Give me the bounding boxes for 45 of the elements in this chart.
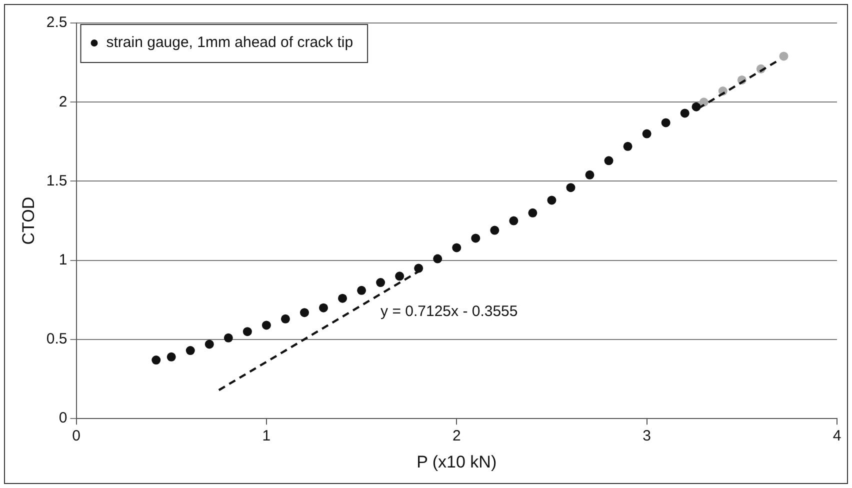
point bbox=[623, 142, 632, 151]
y-tick-label: 0 bbox=[58, 410, 68, 427]
point bbox=[547, 196, 556, 205]
point bbox=[680, 108, 690, 118]
x-tick-label: 0 bbox=[72, 428, 80, 445]
y-tick-label: 0.5 bbox=[46, 330, 68, 348]
point bbox=[471, 234, 480, 243]
point bbox=[528, 208, 538, 218]
point bbox=[280, 314, 290, 324]
point bbox=[509, 216, 518, 226]
x-tick-label: 3 bbox=[642, 428, 651, 445]
point bbox=[224, 333, 233, 342]
y-tick-label: 1.5 bbox=[46, 172, 68, 190]
point bbox=[152, 356, 161, 365]
y-tick-label: 2 bbox=[58, 93, 68, 110]
point bbox=[204, 340, 214, 349]
point bbox=[433, 254, 442, 264]
point bbox=[452, 243, 462, 252]
x-tick-label: 4 bbox=[832, 428, 842, 445]
y-tick-label: 1 bbox=[58, 252, 68, 268]
point bbox=[242, 327, 252, 336]
annotation: y = 0.7125x - 0.3555 bbox=[380, 302, 518, 320]
point bbox=[262, 320, 271, 330]
y-tick-label: 2.5 bbox=[46, 14, 68, 32]
x-axis-title: P (x10 kN) bbox=[416, 452, 497, 472]
point bbox=[376, 278, 386, 288]
point bbox=[566, 183, 576, 192]
point bbox=[490, 226, 500, 235]
point bbox=[642, 129, 652, 138]
point bbox=[186, 346, 195, 356]
point bbox=[338, 294, 348, 303]
point bbox=[779, 52, 788, 61]
point bbox=[661, 118, 670, 128]
y-axis-title: CTOD bbox=[18, 196, 38, 245]
point bbox=[166, 352, 176, 362]
point bbox=[395, 272, 404, 281]
point bbox=[318, 303, 328, 312]
point bbox=[357, 286, 366, 295]
x-tick-label: 2 bbox=[452, 428, 461, 445]
point bbox=[414, 264, 424, 273]
point bbox=[604, 156, 614, 166]
point bbox=[585, 170, 594, 180]
legend-label: strain gauge, 1mm ahead of crack tip bbox=[106, 34, 354, 52]
x-tick-label: 1 bbox=[262, 428, 271, 445]
point bbox=[300, 308, 309, 318]
